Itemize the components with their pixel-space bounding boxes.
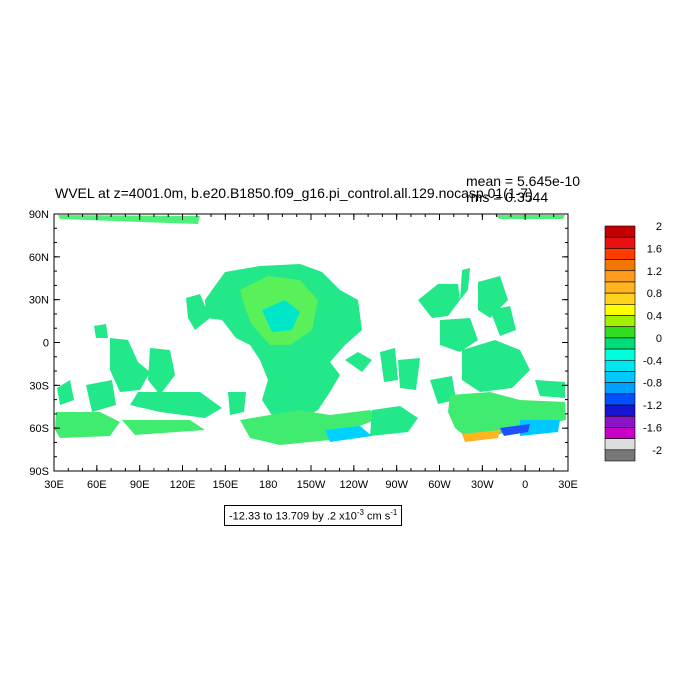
- lon-tick-label: 150W: [297, 479, 326, 491]
- colorbar-label: 1.2: [647, 266, 662, 278]
- colorbar-swatch: [604, 225, 636, 238]
- colorbar-swatch: [604, 259, 636, 272]
- colorbar-label: -2: [652, 445, 662, 457]
- contour-range-label: -12.33 to 13.709 by .2 x10-3 cm s-1: [224, 505, 403, 526]
- colorbar-swatch: [604, 427, 636, 439]
- range-units: cm s: [363, 510, 391, 523]
- colorbar-label: 2: [656, 221, 662, 233]
- colorbar-labels: 2 1.6 1.2 0.8 0.4 0 -0.4 -0.8 -1.2 -1.6 -2: [643, 221, 662, 457]
- plot-title: WVEL at z=4001.0m, b.e20.B1850.f09_g16.p…: [55, 185, 533, 201]
- lat-tick-label: 0: [43, 338, 49, 350]
- colorbar-swatch: [604, 415, 636, 428]
- colorbar-swatch: [604, 270, 636, 283]
- lon-tick-label: 90E: [130, 479, 150, 491]
- colorbar-swatch: [604, 326, 636, 339]
- colorbar: [604, 225, 636, 462]
- lon-tick-label: 60W: [428, 479, 451, 491]
- lon-tick-label: 60E: [87, 479, 107, 491]
- colorbar-label: -0.4: [643, 355, 662, 367]
- colorbar-swatch: [604, 449, 636, 462]
- colorbar-swatch: [604, 304, 636, 316]
- colorbar-swatch: [604, 248, 636, 260]
- colorbar-swatch: [604, 337, 636, 350]
- colorbar-swatch: [604, 359, 636, 372]
- colorbar-label: -0.8: [643, 378, 662, 390]
- lon-tick-label: 0: [522, 479, 528, 491]
- latitude-axis: 90N 60N 30N 0 30S 60S 90S: [29, 209, 568, 478]
- mean-stat: mean = 5.645e-10: [466, 173, 581, 189]
- colorbar-swatch: [604, 348, 636, 361]
- colorbar-label: 0: [656, 333, 662, 345]
- colorbar-swatch: [604, 371, 636, 383]
- colorbar-swatch: [604, 393, 636, 406]
- colorbar-label: -1.2: [643, 400, 662, 412]
- colorbar-label: 1.6: [647, 243, 662, 255]
- lon-tick-label: 30E: [44, 479, 64, 491]
- lat-tick-label: 90S: [29, 466, 49, 478]
- colorbar-swatch: [604, 438, 636, 451]
- lon-tick-label: 180: [259, 479, 277, 491]
- lat-tick-label: 30N: [29, 295, 49, 307]
- colorbar-swatch: [604, 315, 636, 328]
- lon-tick-label: 90W: [385, 479, 408, 491]
- ocean-velocity-field: [55, 215, 566, 445]
- colorbar-swatch: [604, 292, 636, 305]
- rms-stat: rms = 0.3544: [466, 189, 549, 205]
- lat-tick-label: 60S: [29, 423, 49, 435]
- colorbar-swatch: [604, 281, 636, 294]
- range-text: -12.33 to 13.709 by .2 x10: [229, 510, 357, 523]
- colorbar-swatch: [604, 382, 636, 395]
- lat-tick-label: 60N: [29, 252, 49, 264]
- lon-tick-label: 30E: [558, 479, 578, 491]
- colorbar-label: -1.6: [643, 422, 662, 434]
- lon-tick-label: 150E: [212, 479, 238, 491]
- lat-tick-label: 30S: [29, 380, 49, 392]
- range-exponent: -3: [356, 508, 364, 517]
- colorbar-swatch: [604, 404, 636, 417]
- colorbar-label: 0.4: [647, 311, 662, 323]
- lon-tick-label: 120E: [170, 479, 196, 491]
- lon-tick-label: 120W: [339, 479, 368, 491]
- colorbar-swatch: [604, 236, 636, 249]
- lon-tick-label: 30W: [471, 479, 494, 491]
- colorbar-label: 0.8: [647, 288, 662, 300]
- lat-tick-label: 90N: [29, 209, 49, 221]
- longitude-axis: 30E 60E 90E 120E 150E 180 150W 120W 90W 60W 30W 0 30…: [44, 214, 578, 491]
- units-exponent: -1: [390, 508, 398, 517]
